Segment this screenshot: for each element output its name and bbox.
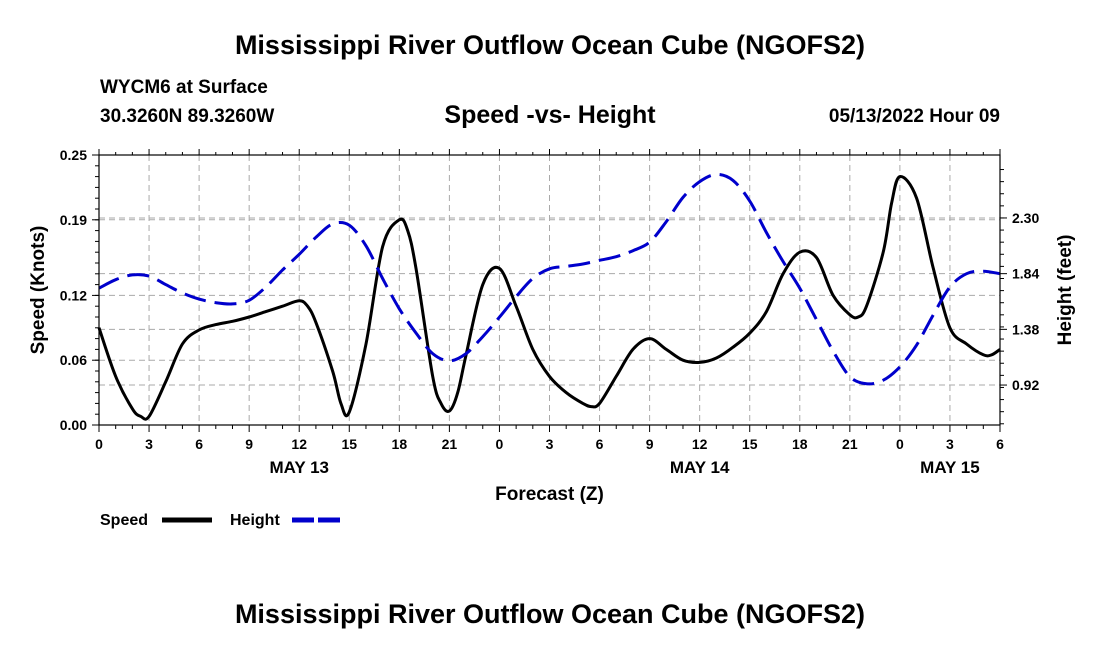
x-tick-label: 15 [341, 436, 357, 452]
legend-label-speed: Speed [100, 512, 148, 529]
x-tick-label: 6 [596, 436, 604, 452]
y2-tick-label: 2.30 [1012, 210, 1039, 226]
date-label: MAY 14 [670, 458, 730, 477]
y-tick-label: 0.25 [60, 147, 87, 163]
x-tick-label: 6 [996, 436, 1004, 452]
x-tick-label: 3 [145, 436, 153, 452]
x-tick-label: 18 [792, 436, 808, 452]
x-tick-label: 0 [896, 436, 904, 452]
y-axis-label: Speed (Knots) [28, 226, 49, 355]
chart-subtitle: Speed -vs- Height [444, 101, 656, 129]
x-tick-label: 3 [946, 436, 954, 452]
y2-tick-label: 0.92 [1012, 377, 1039, 393]
axis-labels: 0 3 6 9 12 15 18 21 0 3 6 9 12 15 18 21 0 3 6 MAY 13 MAY 14 M… [60, 147, 1040, 477]
x-tick-label: 6 [195, 436, 203, 452]
x-tick-label: 12 [692, 436, 708, 452]
x-tick-label: 21 [442, 436, 458, 452]
x-tick-label: 9 [245, 436, 253, 452]
height-series-line [98, 172, 1001, 386]
date-label: MAY 15 [920, 458, 980, 477]
x-tick-label: 0 [496, 436, 504, 452]
x-tick-label: 12 [291, 436, 307, 452]
bottom-title: Mississippi River Outflow Ocean Cube (NG… [234, 599, 866, 629]
series [97, 172, 1001, 421]
x-tick-label: 15 [742, 436, 758, 452]
speed-series-line [97, 175, 1001, 421]
legend: Speed Height [100, 512, 342, 529]
x-tick-label: 21 [842, 436, 858, 452]
forecast-datetime: 05/13/2022 Hour 09 [828, 106, 1000, 127]
y-tick-label: 0.00 [60, 417, 87, 433]
plot-frame [98, 154, 1001, 426]
y2-axis-label: Height (feet) [1055, 235, 1076, 346]
y-tick-label: 0.06 [60, 352, 87, 368]
date-label: MAY 13 [269, 458, 329, 477]
x-tick-label: 3 [546, 436, 554, 452]
x-tick-label: 18 [392, 436, 408, 452]
station-label: WYCM6 at Surface [100, 77, 268, 98]
station-coordinates: 30.3260N 89.3260W [100, 106, 275, 127]
y2-tick-label: 1.38 [1012, 321, 1039, 337]
y-tick-label: 0.19 [60, 212, 87, 228]
page-title: Mississippi River Outflow Ocean Cube (NG… [234, 30, 866, 60]
x-axis-label: Forecast (Z) [495, 484, 604, 505]
legend-label-height: Height [230, 512, 280, 529]
axis-ticks [92, 149, 1007, 432]
y-tick-label: 0.12 [60, 287, 87, 303]
y2-tick-label: 1.84 [1012, 266, 1039, 282]
x-tick-label: 9 [646, 436, 654, 452]
x-tick-label: 0 [95, 436, 103, 452]
